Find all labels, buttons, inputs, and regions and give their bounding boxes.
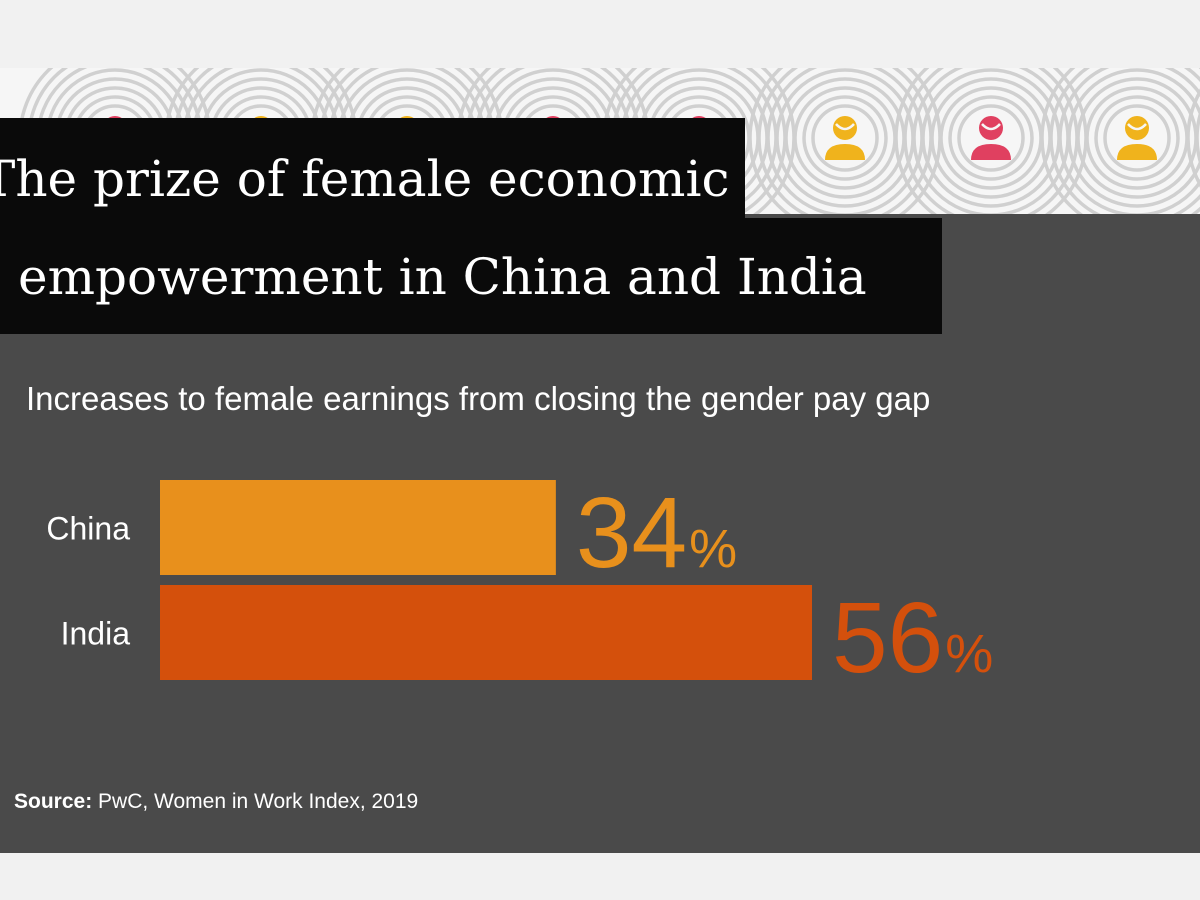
value-label-china: 34% bbox=[576, 477, 737, 589]
chart-subtitle: Increases to female earnings from closin… bbox=[26, 380, 931, 417]
source-note: Source: PwC, Women in Work Index, 2019 bbox=[14, 790, 418, 814]
infographic: The prize of female economic empowerment… bbox=[0, 68, 1200, 853]
title-line-2: empowerment in China and India bbox=[0, 218, 942, 334]
person-pink-icon bbox=[971, 116, 1011, 160]
bar-chart: China 34% India 56% bbox=[46, 477, 993, 694]
bar-china bbox=[160, 480, 556, 575]
title-line-1: The prize of female economic bbox=[0, 118, 745, 218]
person-yellow-icon bbox=[1117, 116, 1157, 160]
category-label-china: China bbox=[46, 511, 130, 547]
category-label-india: India bbox=[61, 616, 131, 652]
bar-india bbox=[160, 585, 812, 680]
value-label-india: 56% bbox=[832, 582, 993, 694]
source-label: Source: bbox=[14, 790, 93, 813]
person-yellow-icon bbox=[825, 116, 865, 160]
source-text: PwC, Women in Work Index, 2019 bbox=[92, 790, 419, 813]
